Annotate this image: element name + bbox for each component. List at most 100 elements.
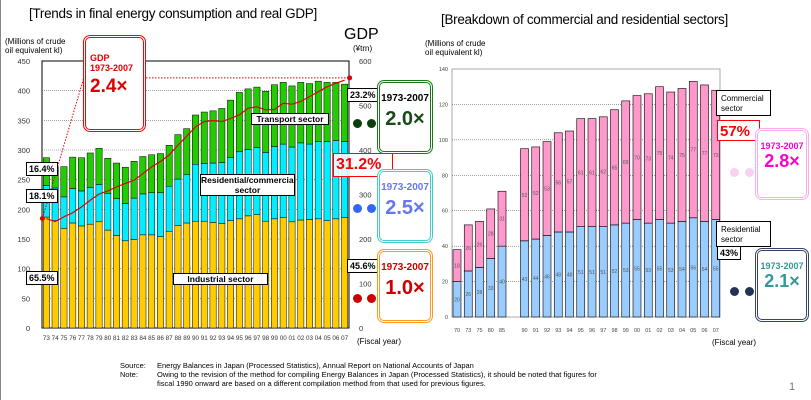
right-x-tick-label: 73 bbox=[465, 328, 471, 334]
bar-transport-sector-87 bbox=[165, 145, 173, 187]
bar-value-label: 26 bbox=[465, 246, 471, 252]
bar-industrial-sector-75 bbox=[60, 228, 68, 329]
bar-commercial-sector-70 bbox=[452, 249, 462, 282]
bar-value-label: 31 bbox=[499, 217, 505, 223]
bar-value-label: 74 bbox=[668, 156, 674, 162]
commercial-bullet-icon bbox=[745, 168, 754, 177]
left-x-tick-label: 07 bbox=[341, 335, 349, 342]
bar-transport-sector-95 bbox=[235, 92, 243, 153]
bar-commercial-sector-00 bbox=[632, 95, 642, 220]
commercial-growth-period: 1973-2007 bbox=[760, 141, 804, 151]
bar-value-label: 28 bbox=[488, 232, 494, 238]
bar-value-label: 53 bbox=[544, 187, 550, 193]
residential-bullet-icon bbox=[730, 287, 739, 296]
bar-transport-sector-07 bbox=[341, 83, 349, 142]
bar-transport-sector-94 bbox=[227, 99, 234, 158]
bar-commercial-sector-97 bbox=[598, 116, 608, 227]
gdp-box-period: 1973-2007 bbox=[90, 63, 134, 73]
industrial-share-2007: 45.6% bbox=[347, 259, 379, 273]
right-y-tick-label: 100 bbox=[439, 138, 448, 144]
left-x-tick-label: 97 bbox=[253, 335, 261, 342]
bar-value-label: 55 bbox=[634, 266, 640, 272]
gdp-y-tick-label: 0 bbox=[359, 324, 363, 333]
left-y-tick-label: 300 bbox=[17, 146, 30, 155]
bar-commercial-sector-94 bbox=[565, 130, 574, 233]
bar-value-label: 54 bbox=[679, 267, 685, 273]
left-x-tick-label: 77 bbox=[78, 335, 86, 342]
bar-transport-sector-80 bbox=[104, 158, 112, 194]
right-y-tick-label: 140 bbox=[439, 67, 448, 73]
bar-industrial-sector-05 bbox=[323, 220, 331, 329]
bar-transport-sector-86 bbox=[157, 153, 164, 193]
bar-value-label: 61 bbox=[578, 171, 584, 177]
right-x-tick-label: 90 bbox=[521, 328, 527, 334]
bar-value-label: 73 bbox=[713, 153, 719, 159]
bar-industrial-sector-00 bbox=[279, 217, 287, 329]
right-x-tick-label: 96 bbox=[589, 328, 595, 334]
bar-residential-commercial-sector-82 bbox=[121, 203, 129, 242]
bar-value-label: 56 bbox=[690, 265, 696, 271]
right-y-unit: (Millions of crude oil equivalent kl) bbox=[425, 39, 486, 57]
bar-value-label: 26 bbox=[465, 292, 471, 298]
bar-residential-commercial-sector-05 bbox=[323, 141, 331, 221]
bar-value-label: 20 bbox=[454, 297, 460, 303]
left-x-tick-label: 73 bbox=[43, 335, 51, 342]
transport-share-1973: 16.4% bbox=[26, 162, 58, 176]
left-x-tick-label: 94 bbox=[227, 335, 235, 342]
bar-value-label: 48 bbox=[567, 272, 573, 278]
bar-industrial-sector-82 bbox=[121, 240, 129, 329]
bar-transport-sector-06 bbox=[332, 82, 340, 141]
left-x-tick-label: 88 bbox=[174, 335, 182, 342]
bar-transport-sector-92 bbox=[209, 110, 217, 164]
bar-commercial-sector-06 bbox=[700, 84, 709, 222]
bar-value-label: 75 bbox=[679, 153, 685, 159]
right-y-tick-label: 60 bbox=[442, 209, 448, 215]
right-x-tick-label: 93 bbox=[555, 328, 561, 334]
bar-industrial-sector-03 bbox=[306, 219, 313, 329]
bar-transport-sector-91 bbox=[200, 111, 208, 164]
note-text-2: fiscal 1990 onward are based on a differ… bbox=[157, 379, 486, 388]
right-x-tick-label: 03 bbox=[668, 328, 674, 334]
bar-value-label: 65 bbox=[612, 165, 618, 171]
bar-residential-commercial-sector-78 bbox=[86, 187, 94, 225]
left-x-tick-label: 81 bbox=[113, 335, 121, 342]
left-x-tick-label: 04 bbox=[315, 335, 323, 342]
commercial-share: 57% bbox=[717, 120, 760, 141]
bar-industrial-sector-02 bbox=[297, 219, 305, 329]
right-y-tick-label: 0 bbox=[445, 315, 448, 321]
left-x-tick-label: 01 bbox=[288, 335, 296, 342]
bar-value-label: 33 bbox=[488, 286, 494, 292]
bar-residential-commercial-sector-85 bbox=[148, 192, 156, 236]
bar-industrial-sector-87 bbox=[165, 231, 173, 329]
left-x-tick-label: 89 bbox=[183, 335, 191, 342]
bar-industrial-sector-81 bbox=[113, 235, 120, 329]
bar-transport-sector-85 bbox=[148, 154, 156, 193]
left-y-tick-label: 200 bbox=[17, 205, 30, 214]
left-x-tick-label: 76 bbox=[69, 335, 77, 342]
residential-growth-period: 1973-2007 bbox=[760, 261, 804, 271]
bar-transport-sector-79 bbox=[95, 147, 103, 185]
right-x-tick-label: 92 bbox=[544, 328, 550, 334]
bar-value-label: 52 bbox=[522, 193, 528, 199]
bar-transport-sector-88 bbox=[174, 134, 182, 180]
bar-value-label: 75 bbox=[657, 151, 663, 157]
commercial-growth-ratio: 2.8× bbox=[764, 151, 800, 171]
right-y-tick-label: 20 bbox=[442, 280, 448, 286]
industrial-sector-label: Industrial sector bbox=[173, 273, 268, 285]
bar-value-label: 55 bbox=[713, 266, 719, 272]
bar-residential-commercial-sector-81 bbox=[113, 198, 120, 236]
bar-value-label: 28 bbox=[477, 290, 483, 296]
bar-commercial-sector-04 bbox=[677, 88, 687, 222]
left-x-tick-label: 06 bbox=[332, 335, 340, 342]
bar-residential-commercial-sector-88 bbox=[174, 178, 182, 226]
bar-value-label: 51 bbox=[589, 270, 595, 276]
left-x-tick-label: 96 bbox=[245, 335, 253, 342]
bar-transport-sector-84 bbox=[139, 156, 147, 195]
bar-value-label: 73 bbox=[645, 156, 651, 162]
rescom-bullet-icon bbox=[353, 204, 362, 213]
bar-commercial-sector-92 bbox=[542, 141, 552, 236]
left-x-tick-label: 05 bbox=[324, 335, 332, 342]
gdp-y-tick-label: 600 bbox=[359, 57, 372, 66]
bar-commercial-sector-96 bbox=[587, 118, 597, 227]
bar-value-label: 61 bbox=[589, 171, 595, 177]
